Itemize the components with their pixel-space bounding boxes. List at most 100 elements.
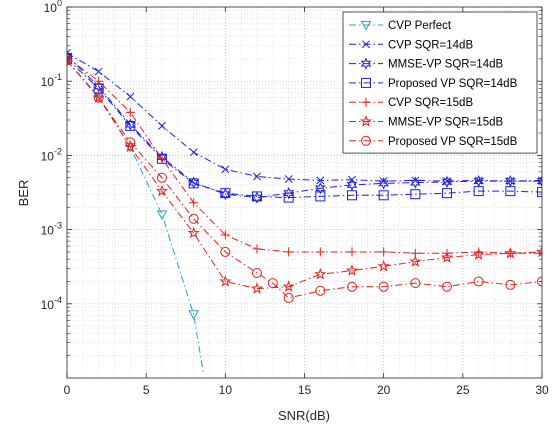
- data-point-square: [347, 190, 357, 201]
- x-tick-label: 25: [456, 383, 470, 397]
- data-point-x: [94, 67, 103, 76]
- legend-label: CVP SQR=14dB: [388, 39, 473, 51]
- data-point-star5: [92, 91, 105, 103]
- x-tick-label: 5: [143, 383, 150, 397]
- legend-entry: Proposed VP SQR=15dB: [349, 135, 518, 148]
- series-line: [67, 56, 542, 254]
- data-point-plus: [252, 244, 262, 254]
- data-point-x: [284, 175, 293, 184]
- data-point-star6: [314, 182, 326, 195]
- legend-label: MMSE-VP SQR=15dB: [388, 117, 503, 129]
- data-point-circle: [473, 276, 484, 287]
- data-point-star6: [378, 177, 390, 190]
- data-point-circle: [267, 278, 278, 289]
- data-point-square: [125, 120, 136, 131]
- legend-entry: CVP SQR=14dB: [349, 39, 473, 51]
- legend-label: Proposed VP SQR=15dB: [388, 136, 518, 148]
- legend-entry: CVP SQR=15dB: [349, 97, 473, 109]
- data-point-star6: [504, 174, 516, 188]
- y-tick-label: 10-1: [41, 72, 62, 89]
- x-tick-label: 20: [377, 383, 391, 397]
- data-point-square: [442, 188, 452, 199]
- data-point-x: [158, 121, 166, 130]
- legend-label: MMSE-VP SQR=14dB: [388, 59, 503, 71]
- data-point-x: [474, 176, 483, 185]
- data-point-star5: [535, 245, 542, 258]
- data-point-circle: [410, 278, 421, 289]
- data-point-plus: [189, 198, 199, 208]
- y-tick-label: 10-3: [41, 221, 62, 238]
- data-point-x: [316, 176, 325, 185]
- data-point-plus: [379, 247, 389, 257]
- legend-label: Proposed VP SQR=14dB: [388, 78, 518, 90]
- series-line: [67, 60, 204, 373]
- data-point-star5: [155, 184, 169, 197]
- data-point-x: [126, 92, 135, 101]
- data-point-square: [188, 178, 199, 189]
- data-point-star5: [282, 280, 295, 292]
- data-point-circle: [283, 292, 294, 303]
- data-point-x: [221, 165, 230, 174]
- data-point-star6: [409, 176, 421, 189]
- y-tick-label: 10-2: [41, 146, 62, 163]
- data-point-star5: [440, 251, 454, 263]
- data-point-square: [473, 186, 484, 197]
- data-point-square: [537, 187, 542, 198]
- data-point-plus: [125, 107, 135, 117]
- data-point-circle: [67, 55, 72, 66]
- data-point-star5: [314, 267, 327, 280]
- data-point-circle: [505, 279, 516, 290]
- data-point-star5: [67, 54, 74, 66]
- series-6: [67, 55, 542, 303]
- legend-box: [342, 11, 538, 154]
- legend-label: CVP SQR=15dB: [388, 97, 473, 109]
- series-layer: [67, 49, 542, 373]
- data-point-square: [410, 189, 421, 200]
- data-point-circle: [188, 213, 199, 224]
- x-tick-label: 30: [535, 383, 549, 397]
- data-point-x: [443, 177, 451, 186]
- data-point-star5: [409, 255, 422, 267]
- data-point-plus: [94, 76, 104, 86]
- data-point-star5: [359, 115, 373, 127]
- y-tick-label: 10-4: [41, 295, 62, 312]
- data-point-plus: [315, 247, 325, 257]
- series-5: [67, 54, 542, 294]
- data-point-circle: [361, 135, 371, 146]
- data-point-circle: [93, 92, 104, 103]
- data-point-star5: [187, 226, 200, 239]
- axis-ticks: [66, 6, 543, 378]
- data-point-square: [361, 77, 371, 88]
- data-point-x: [253, 172, 261, 181]
- data-point-star6: [360, 57, 372, 70]
- data-point-x: [189, 148, 198, 157]
- data-point-square: [505, 186, 516, 197]
- legend-entry: Proposed VP SQR=14dB: [349, 77, 518, 90]
- data-point-plus: [361, 97, 371, 107]
- data-point-star5: [250, 282, 264, 294]
- series-1: [67, 49, 542, 186]
- data-point-star5: [219, 275, 232, 287]
- legend-entry: MMSE-VP SQR=14dB: [349, 57, 503, 71]
- data-point-circle: [537, 276, 542, 287]
- data-point-square: [252, 191, 262, 202]
- data-point-triangle-down: [188, 310, 200, 320]
- data-point-star6: [473, 174, 485, 188]
- data-point-star6: [536, 174, 542, 188]
- data-point-plus: [284, 247, 294, 257]
- x-tick-label: 0: [64, 383, 71, 397]
- data-point-star5: [504, 246, 517, 259]
- data-point-circle: [125, 137, 136, 148]
- data-point-circle: [442, 281, 452, 292]
- data-point-star5: [377, 259, 390, 272]
- y-axis-label: BER: [16, 180, 31, 207]
- data-point-circle: [378, 281, 389, 292]
- legend-entry: MMSE-VP SQR=15dB: [349, 115, 503, 129]
- x-axis-label: SNR(dB): [278, 408, 330, 423]
- legend-entry: CVP Perfect: [349, 20, 452, 32]
- data-point-square: [315, 191, 326, 202]
- data-point-triangle-down: [360, 20, 372, 31]
- data-point-plus: [537, 248, 542, 258]
- data-point-plus: [347, 247, 357, 257]
